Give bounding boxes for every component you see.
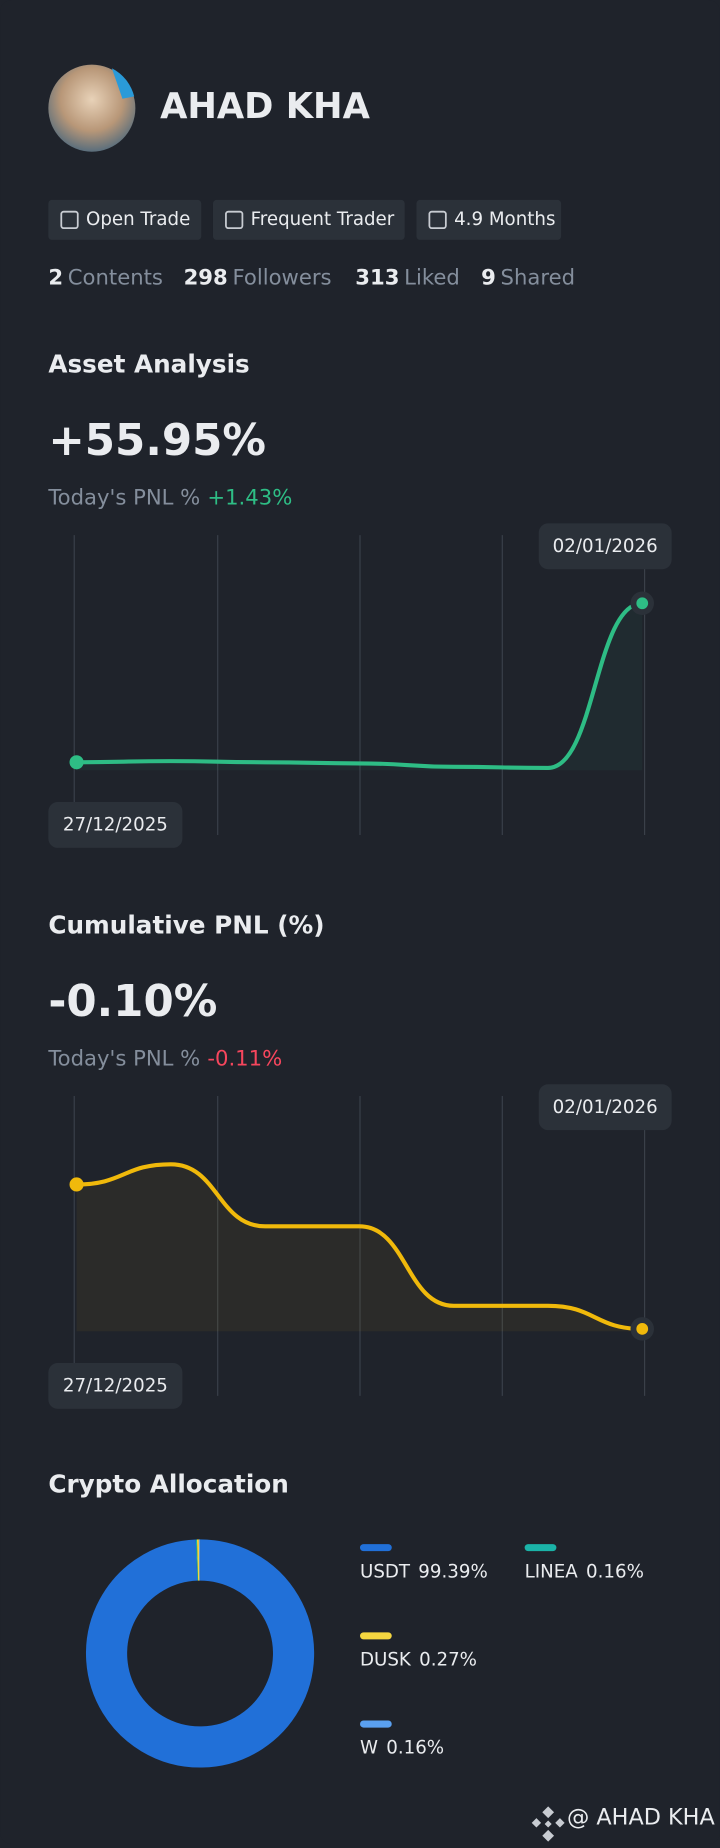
stat-label: Shared <box>501 265 575 290</box>
stat-value: 298 <box>184 265 228 290</box>
legend-swatch <box>360 1632 392 1639</box>
legend-name: W <box>360 1738 378 1759</box>
end-point <box>636 1323 648 1335</box>
tag-label: 4.9 Months <box>454 209 555 230</box>
legend-value: 0.27% <box>419 1650 477 1671</box>
today-pnl-label: Today's PNL % <box>47 1046 200 1071</box>
legend-name: DUSK <box>360 1650 412 1671</box>
today-pnl-value: +1.43% <box>207 485 292 510</box>
date-label: 27/12/2025 <box>63 1376 168 1397</box>
legend-entry: W 0.16% <box>360 1738 444 1759</box>
legend-swatch <box>360 1721 392 1728</box>
date-label: 02/01/2026 <box>553 536 658 557</box>
today-pnl-value: -0.11% <box>207 1046 282 1071</box>
stat-value: 2 <box>48 265 63 290</box>
legend-name: LINEA <box>525 1561 579 1582</box>
stat-label: Contents <box>68 265 163 290</box>
stat-label: Liked <box>404 265 460 290</box>
today-pnl: Today's PNL % +1.43% <box>47 485 292 510</box>
today-pnl-label: Today's PNL % <box>47 485 200 510</box>
legend-value: 99.39% <box>418 1561 487 1582</box>
tag-label: Frequent Trader <box>251 209 395 230</box>
legend-entry: USDT 99.39% <box>360 1561 488 1582</box>
start-point <box>70 1177 84 1191</box>
date-label: 27/12/2025 <box>63 815 168 836</box>
headline-value: +55.95% <box>48 416 266 466</box>
section-title: Asset Analysis <box>48 350 249 379</box>
headline-value: -0.10% <box>48 977 217 1027</box>
section-title: Crypto Allocation <box>48 1469 289 1498</box>
legend-swatch <box>525 1544 557 1551</box>
legend-swatch <box>360 1544 392 1551</box>
start-point <box>70 755 84 769</box>
end-point <box>636 597 648 609</box>
legend-entry: DUSK 0.27% <box>360 1650 477 1671</box>
stat-value: 313 <box>355 265 399 290</box>
date-label: 02/01/2026 <box>553 1097 658 1118</box>
legend-value: 0.16% <box>586 1561 644 1582</box>
tag-label: Open Trade <box>86 209 190 230</box>
today-pnl: Today's PNL % -0.11% <box>47 1046 282 1071</box>
stat-label: Followers <box>232 265 331 290</box>
legend-value: 0.16% <box>386 1738 444 1759</box>
section-title: Cumulative PNL (%) <box>48 911 324 940</box>
profile-name: AHAD KHA <box>160 86 370 127</box>
legend-name: USDT <box>360 1561 411 1582</box>
stat-value: 9 <box>481 265 496 290</box>
footer-handle: @ AHAD KHA <box>567 1805 715 1831</box>
